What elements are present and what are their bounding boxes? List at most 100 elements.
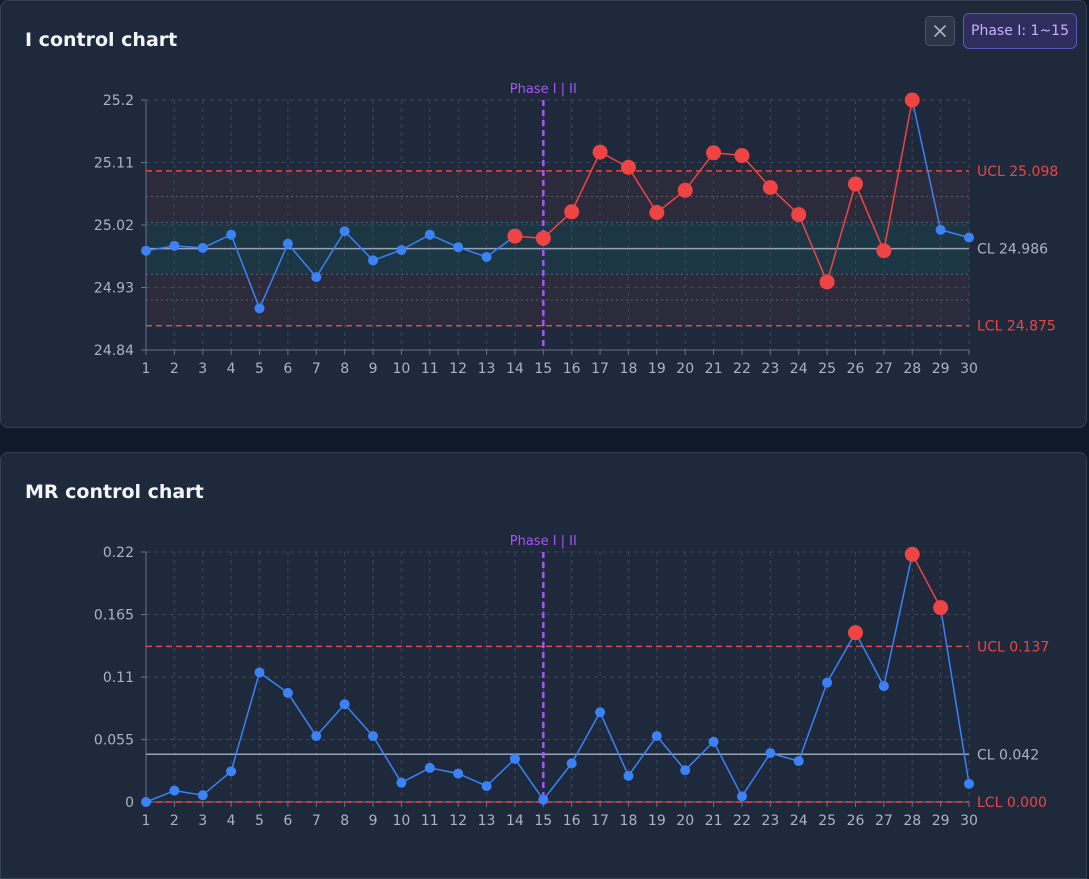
x-tick-label: 30 <box>960 813 978 829</box>
series-segment <box>230 234 261 309</box>
series-segment-violation <box>826 183 857 283</box>
data-point <box>595 707 606 718</box>
x-tick-label: 7 <box>312 813 321 829</box>
y-tick-label: 24.84 <box>94 343 134 359</box>
y-tick-label: 25.11 <box>94 156 134 172</box>
series-segment <box>911 99 942 231</box>
series-segment <box>315 230 346 278</box>
x-tick-label: 23 <box>761 361 779 377</box>
x-tick-label: 21 <box>705 813 723 829</box>
phase-filter-button[interactable]: Phase I: 1~15 <box>963 13 1077 49</box>
data-point <box>623 770 634 781</box>
x-tick-label: 30 <box>960 361 978 377</box>
series-segment <box>798 682 828 762</box>
x-tick-label: 16 <box>563 813 581 829</box>
data-point <box>169 240 180 251</box>
data-point <box>339 699 350 710</box>
x-tick-label: 2 <box>170 813 179 829</box>
x-tick-label: 1 <box>142 813 151 829</box>
data-point-violation <box>734 148 750 164</box>
data-point <box>169 785 180 796</box>
x-tick-label: 14 <box>506 813 524 829</box>
series-segment <box>258 243 289 309</box>
data-point <box>311 272 322 283</box>
series-segment <box>344 703 374 737</box>
series-segment <box>627 735 658 777</box>
data-point-violation <box>762 180 778 195</box>
lcl-label: LCL 24.875 <box>977 319 1056 335</box>
data-point <box>822 677 833 688</box>
data-point-violation <box>847 176 863 192</box>
x-tick-label: 27 <box>875 361 893 377</box>
x-tick-label: 9 <box>369 813 378 829</box>
x-tick-label: 28 <box>903 813 921 829</box>
x-tick-label: 27 <box>875 813 893 829</box>
data-point <box>226 229 237 240</box>
series-segment-violation <box>684 152 715 191</box>
cl-label: CL 0.042 <box>977 747 1039 763</box>
data-point <box>339 226 350 237</box>
x-tick-label: 17 <box>591 813 609 829</box>
x-tick-label: 10 <box>392 813 410 829</box>
x-tick-label: 4 <box>227 361 236 377</box>
series-segment <box>344 230 374 261</box>
series-segment-violation <box>911 553 942 609</box>
data-point <box>878 681 889 692</box>
x-tick-label: 26 <box>847 813 865 829</box>
x-tick-label: 25 <box>818 361 836 377</box>
data-point <box>736 791 747 802</box>
mr-chart-panel: MR control chart 0 0.055 0.11 0.165 0.22 1 2 3 4… <box>0 452 1087 879</box>
series-segment <box>457 772 487 787</box>
y-tick-label: 0.165 <box>94 608 134 624</box>
series-segment <box>883 554 913 687</box>
mr-chart-title: MR control chart <box>25 481 204 503</box>
series-segment <box>599 711 630 777</box>
data-point <box>282 687 293 698</box>
series-segment <box>259 671 289 694</box>
x-tick-label: 9 <box>369 361 378 377</box>
series-segment <box>372 249 402 262</box>
series-segment <box>514 758 544 801</box>
close-button[interactable] <box>925 16 955 46</box>
ucl-label: UCL 0.137 <box>977 639 1049 655</box>
data-point <box>396 245 407 255</box>
data-point-violation <box>564 204 580 220</box>
x-tick-label: 14 <box>506 361 524 377</box>
data-point <box>282 238 293 249</box>
series-segment <box>202 234 232 249</box>
i-chart-title: I control chart <box>25 29 178 51</box>
phase-divider-label: Phase I | II <box>510 82 577 97</box>
x-tick-label: 13 <box>478 361 496 377</box>
x-tick-label: 16 <box>563 361 581 377</box>
x-tick-label: 1 <box>142 361 151 377</box>
data-point <box>765 748 776 759</box>
y-tick-label: 25.02 <box>94 218 134 234</box>
series-segment-violation <box>627 166 658 213</box>
data-point <box>481 781 492 792</box>
series-segment <box>230 672 261 772</box>
data-point <box>453 242 464 253</box>
data-point <box>453 768 464 779</box>
data-point <box>368 255 379 266</box>
data-point-violation <box>677 182 693 198</box>
lcl-label: LCL 0.000 <box>977 795 1047 811</box>
y-tick-label: 0.11 <box>103 670 134 686</box>
series-segment <box>401 234 431 251</box>
data-point-violation <box>706 145 722 161</box>
series-segment-violation <box>883 99 913 251</box>
series-segment <box>571 711 601 764</box>
data-point <box>935 224 946 235</box>
data-point <box>708 736 719 747</box>
y-tick-label: 0.055 <box>94 733 134 749</box>
data-point <box>141 245 151 256</box>
series-segment <box>656 735 686 771</box>
data-point <box>424 762 435 773</box>
cl-label: CL 24.986 <box>977 242 1048 258</box>
data-point <box>424 229 435 240</box>
x-tick-label: 7 <box>312 361 321 377</box>
x-tick-label: 29 <box>932 361 950 377</box>
data-point <box>254 667 265 678</box>
series-segment <box>287 692 317 737</box>
